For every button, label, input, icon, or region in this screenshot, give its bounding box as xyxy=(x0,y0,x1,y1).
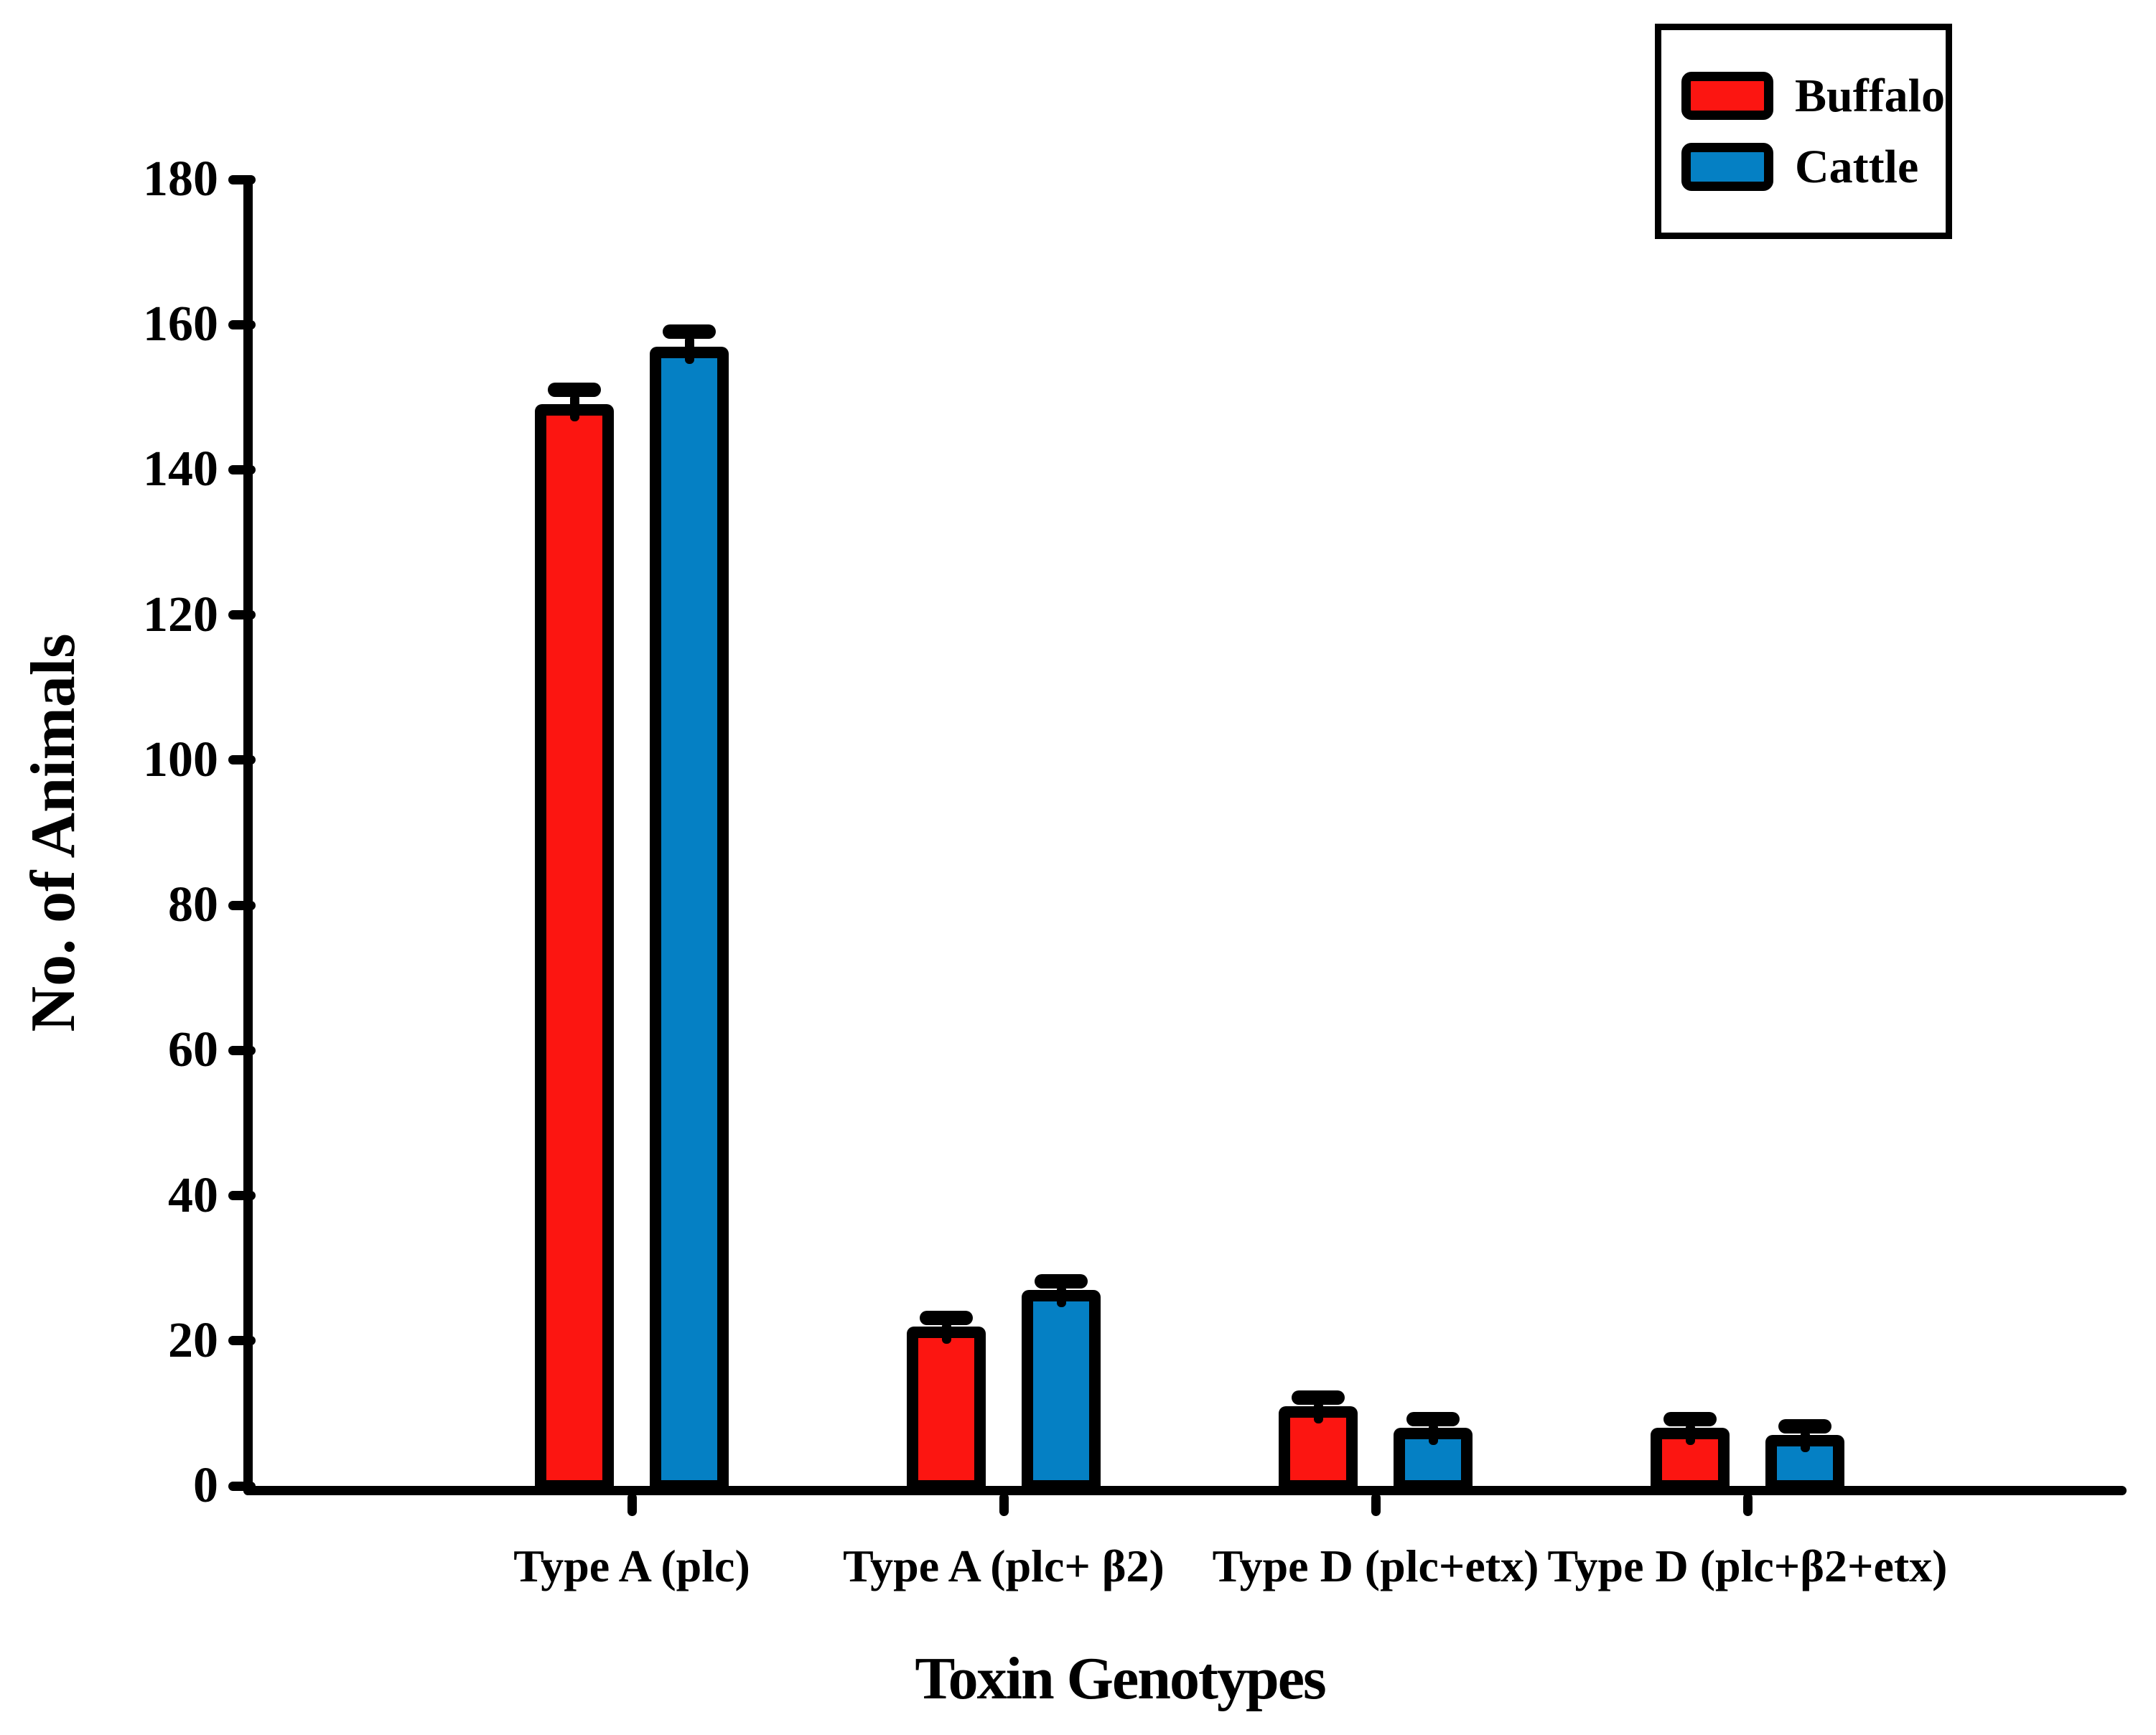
legend-item-cattle: Cattle xyxy=(1681,143,1946,191)
x-tick-1 xyxy=(999,1493,1009,1516)
y-tick-label-40: 40 xyxy=(168,1167,218,1223)
error-bar-cap xyxy=(1035,1274,1088,1289)
y-tick-label-0: 0 xyxy=(193,1458,218,1513)
x-category-label-0: Type A (plc) xyxy=(513,1540,750,1591)
error-bar-cap xyxy=(920,1310,973,1325)
x-category-label-3: Type D (plc+β2+etx) xyxy=(1547,1540,1948,1591)
y-tick-40 xyxy=(228,1191,256,1201)
y-tick-20 xyxy=(228,1336,256,1346)
error-bar-cap xyxy=(1778,1419,1831,1434)
legend-item-buffalo: Buffalo xyxy=(1681,72,1946,120)
y-tick-label-140: 140 xyxy=(143,441,218,497)
y-tick-label-180: 180 xyxy=(143,151,218,207)
y-tick-0 xyxy=(228,1481,256,1491)
y-tick-label-80: 80 xyxy=(168,877,218,933)
error-bar-stem xyxy=(684,336,694,364)
legend-swatch-cattle xyxy=(1681,143,1773,191)
y-tick-160 xyxy=(228,319,256,329)
error-bar-cap xyxy=(548,383,601,398)
y-axis-title: No. of Animals xyxy=(19,633,88,1032)
bar-cattle-group1 xyxy=(1022,1290,1101,1492)
x-axis-line xyxy=(243,1486,2127,1495)
legend-label-buffalo: Buffalo xyxy=(1795,70,1946,122)
bar-buffalo-group1 xyxy=(907,1326,986,1492)
error-bar-stem xyxy=(569,394,579,422)
x-category-label-2: Type D (plc+etx) xyxy=(1212,1540,1539,1591)
y-tick-120 xyxy=(228,610,256,620)
y-tick-100 xyxy=(228,755,256,765)
error-bar-stem xyxy=(941,1322,951,1344)
x-category-label-1: Type A (plc+ β2) xyxy=(843,1540,1165,1591)
x-axis-title: Toxin Genotypes xyxy=(915,1645,1326,1712)
error-bar-stem xyxy=(1056,1286,1066,1307)
y-tick-label-100: 100 xyxy=(143,731,218,787)
y-tick-140 xyxy=(228,464,256,474)
y-axis-line xyxy=(243,175,253,1495)
error-bar-stem xyxy=(1428,1423,1438,1446)
y-tick-label-160: 160 xyxy=(143,296,218,352)
legend: Buffalo Cattle xyxy=(1655,24,1952,239)
legend-label-cattle: Cattle xyxy=(1795,141,1919,193)
bar-buffalo-group0 xyxy=(535,404,614,1492)
error-bar-stem xyxy=(1685,1423,1695,1446)
y-tick-label-60: 60 xyxy=(168,1022,218,1078)
x-tick-0 xyxy=(627,1493,637,1516)
bar-cattle-group0 xyxy=(650,346,729,1492)
y-tick-label-120: 120 xyxy=(143,586,218,642)
error-bar-stem xyxy=(1800,1431,1810,1453)
y-tick-60 xyxy=(228,1045,256,1055)
x-tick-2 xyxy=(1371,1493,1381,1516)
legend-swatch-buffalo xyxy=(1681,72,1773,120)
x-tick-3 xyxy=(1742,1493,1753,1516)
error-bar-cap xyxy=(663,324,716,340)
error-bar-stem xyxy=(1313,1401,1323,1423)
y-tick-80 xyxy=(228,900,256,910)
error-bar-cap xyxy=(1406,1412,1460,1427)
y-tick-label-20: 20 xyxy=(168,1312,218,1368)
error-bar-cap xyxy=(1663,1412,1717,1427)
y-tick-180 xyxy=(228,174,256,184)
error-bar-cap xyxy=(1292,1390,1345,1405)
